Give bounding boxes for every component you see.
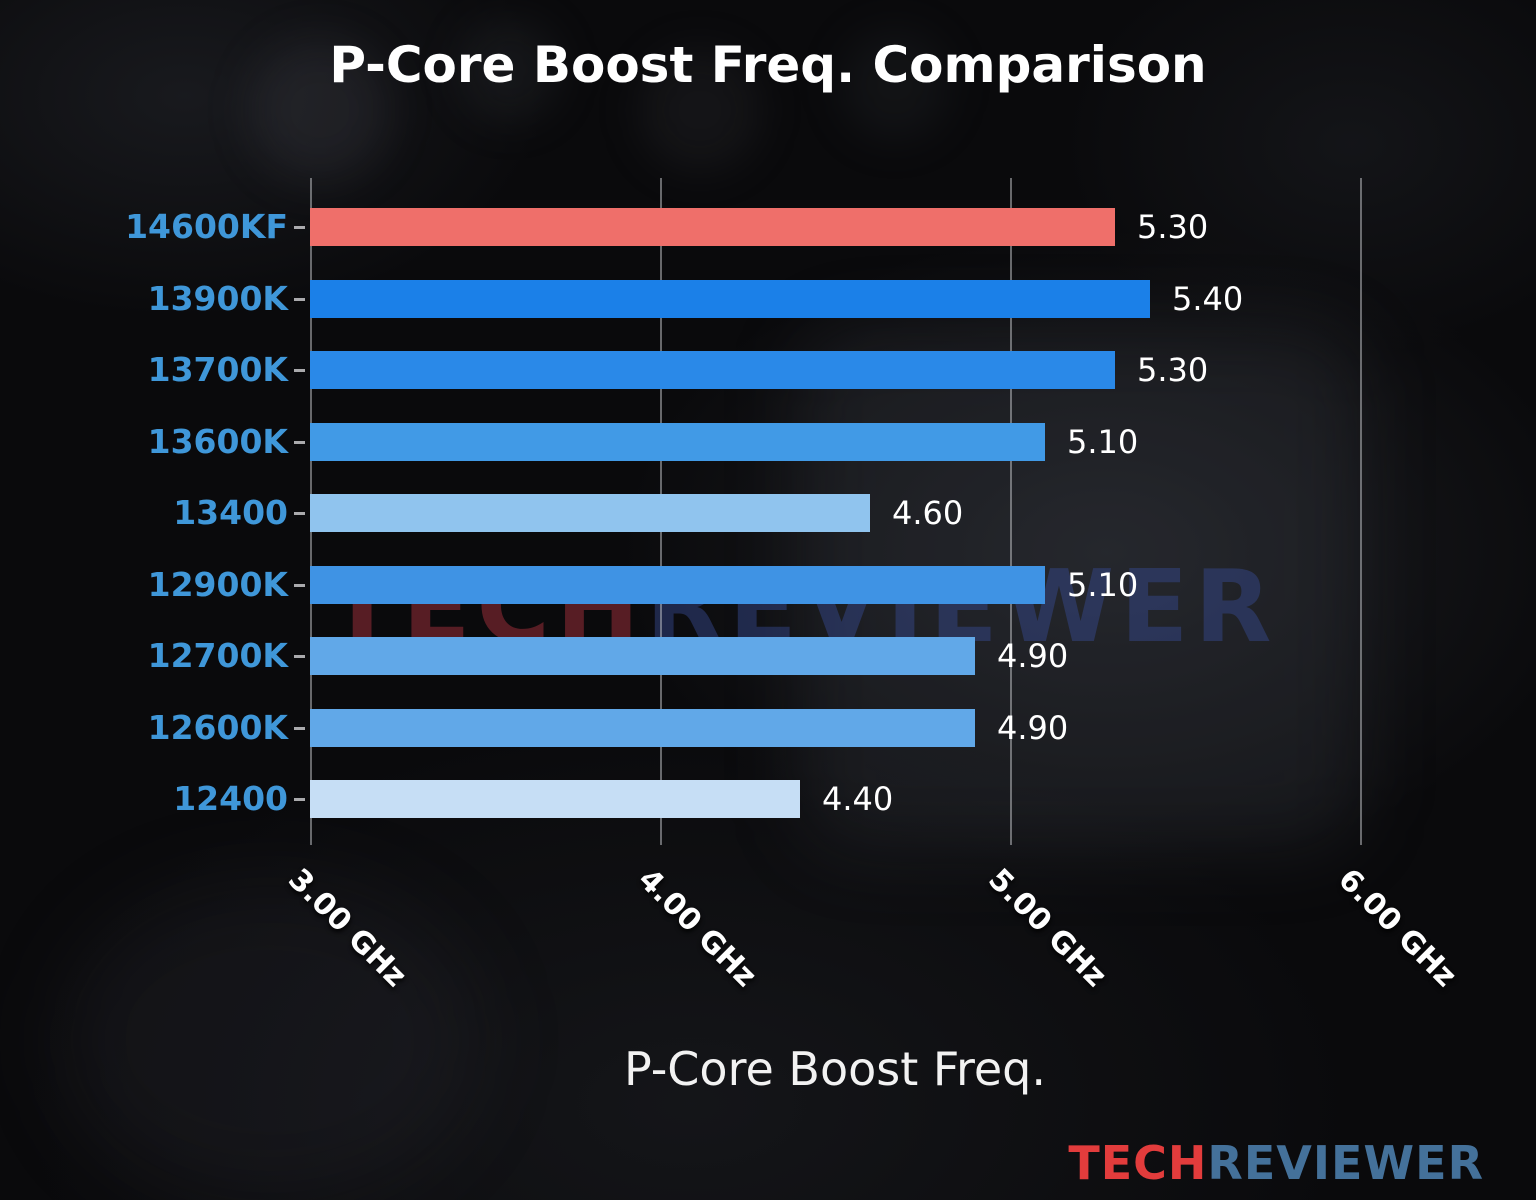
bar-14600kf [310, 208, 1115, 246]
y-tick-mark [294, 297, 305, 301]
x-axis-label: P-Core Boost Freq. [623, 1042, 1047, 1096]
category-label-12900k: 12900K [147, 564, 288, 604]
value-label: 5.30 [1137, 351, 1209, 389]
bar-13700k [310, 351, 1115, 389]
value-label: 4.40 [822, 780, 894, 818]
bar-13900k [310, 279, 1150, 318]
bar-13600k [310, 422, 1045, 461]
y-tick-mark [294, 655, 305, 658]
bar-12700k [310, 637, 975, 675]
bar-12400 [310, 780, 800, 818]
category-label-13900k: 13900K [147, 278, 288, 318]
category-label-14600kf: 14600KF [125, 207, 288, 246]
background-blob [60, 880, 480, 1200]
gridline [1360, 178, 1362, 845]
chart-title: P-Core Boost Freq. Comparison [329, 36, 1207, 94]
category-label-12400: 12400 [173, 779, 288, 818]
brand-logo: TECHREVIEWER [1068, 1136, 1484, 1190]
value-label: 4.90 [997, 637, 1069, 675]
bar-12600k [310, 708, 975, 747]
category-label-12700k: 12700K [147, 636, 288, 675]
y-tick-mark [294, 798, 305, 801]
value-label: 5.30 [1137, 208, 1209, 246]
category-label-13600k: 13600K [147, 421, 288, 461]
value-label: 4.90 [997, 708, 1069, 747]
background-blob [460, 20, 560, 120]
value-label: 5.40 [1172, 279, 1244, 318]
value-label: 5.10 [1067, 422, 1139, 461]
gridline [1010, 178, 1012, 845]
background-blob [840, 30, 950, 140]
bar-13400 [310, 494, 870, 532]
value-label: 5.10 [1067, 565, 1139, 604]
y-tick-mark [294, 440, 305, 444]
plot-area: 3.00 GHz 4.00 GHz 5.00 GHz 6.00 GHz 14600KF 5… [125, 178, 1463, 994]
y-tick-mark [294, 369, 305, 372]
y-tick-mark [294, 512, 305, 515]
bar-12900k [310, 565, 1045, 604]
logo-reviewer: REVIEWER [1207, 1136, 1484, 1190]
logo-tech: TECH [1068, 1136, 1208, 1190]
background-blob [250, 40, 390, 180]
y-tick-mark [294, 226, 305, 229]
value-label: 4.60 [892, 494, 964, 532]
y-tick-mark [294, 726, 305, 730]
background-blob [640, 50, 760, 170]
category-label-13700k: 13700K [147, 350, 288, 389]
y-tick-mark [294, 583, 305, 587]
category-label-13400: 13400 [173, 493, 288, 532]
category-label-12600k: 12600K [147, 707, 288, 747]
